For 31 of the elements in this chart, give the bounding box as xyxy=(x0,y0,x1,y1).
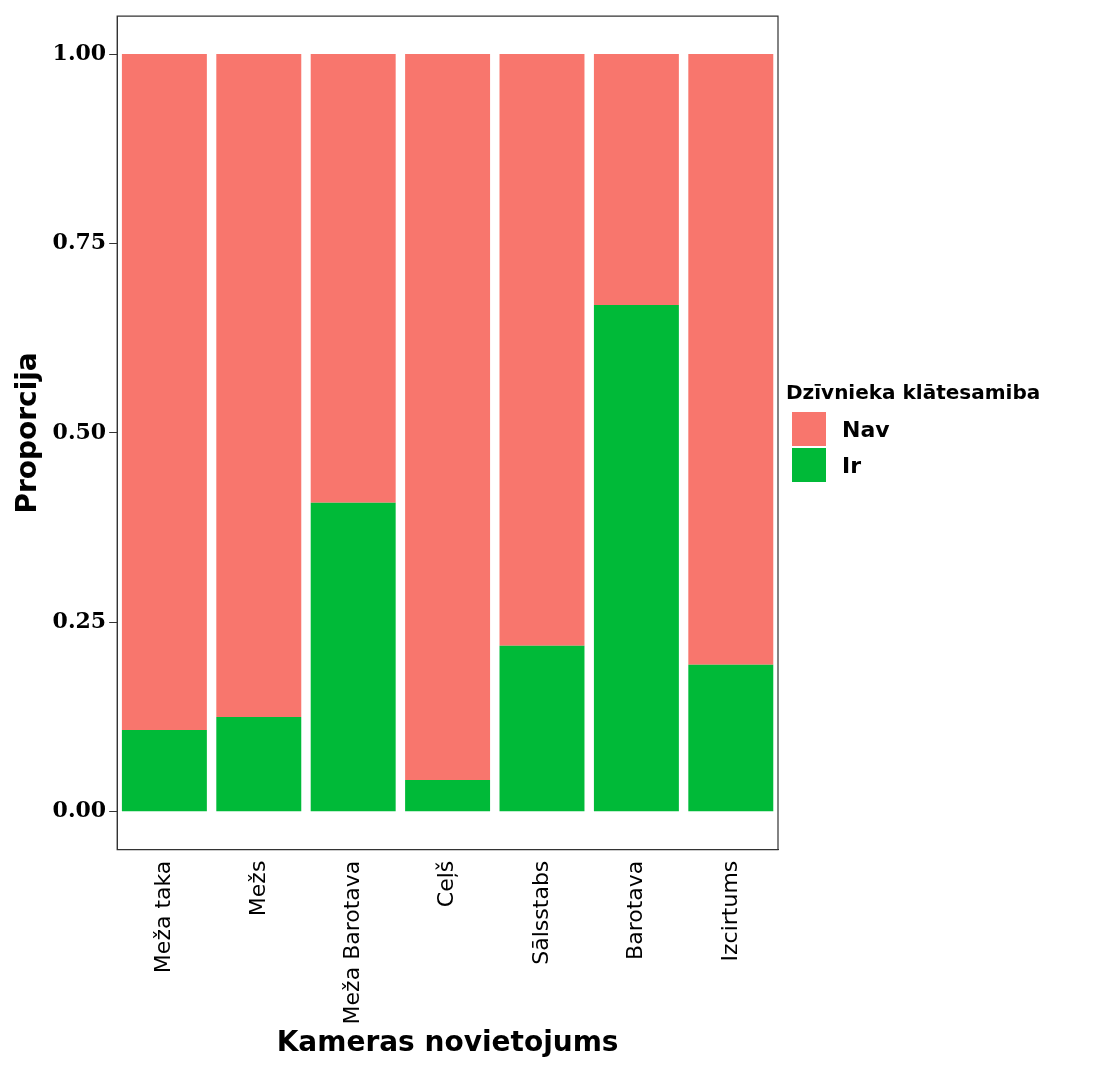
legend-title: Dzīvnieka klātesamiba xyxy=(786,380,1041,404)
y-tick-label: 1.00 xyxy=(52,38,107,65)
bar xyxy=(593,304,679,812)
bar xyxy=(216,717,302,812)
x-tick-label: Ceļš xyxy=(433,860,459,908)
y-tick-label: 0.00 xyxy=(52,796,107,823)
bar xyxy=(593,54,679,305)
x-tick-label: Izcirtums xyxy=(716,860,742,962)
bar xyxy=(688,664,774,812)
bar xyxy=(310,54,396,503)
bar xyxy=(499,645,585,812)
y-axis-title: Proporcija xyxy=(10,352,44,514)
bar xyxy=(216,54,302,718)
x-tick-label: Barotava xyxy=(622,860,648,960)
bar xyxy=(405,779,491,812)
bar xyxy=(310,502,396,812)
x-tick-label: Meža taka xyxy=(150,860,176,974)
bar xyxy=(121,54,207,730)
legend-label: Nav xyxy=(842,416,890,442)
bar xyxy=(499,54,585,646)
bar xyxy=(688,54,774,665)
y-tick-label: 0.50 xyxy=(52,417,107,444)
legend-label: Ir xyxy=(842,452,862,478)
bar xyxy=(121,729,207,812)
x-tick-label: Mežs xyxy=(244,860,270,917)
x-tick-label: Sālsstabs xyxy=(527,860,553,965)
y-tick-label: 0.25 xyxy=(52,607,107,634)
bar xyxy=(405,54,491,780)
x-axis-title: Kameras novietojums xyxy=(276,1025,619,1059)
x-tick-label: Meža Barotava xyxy=(338,860,364,1025)
y-tick-label: 0.75 xyxy=(52,228,107,255)
